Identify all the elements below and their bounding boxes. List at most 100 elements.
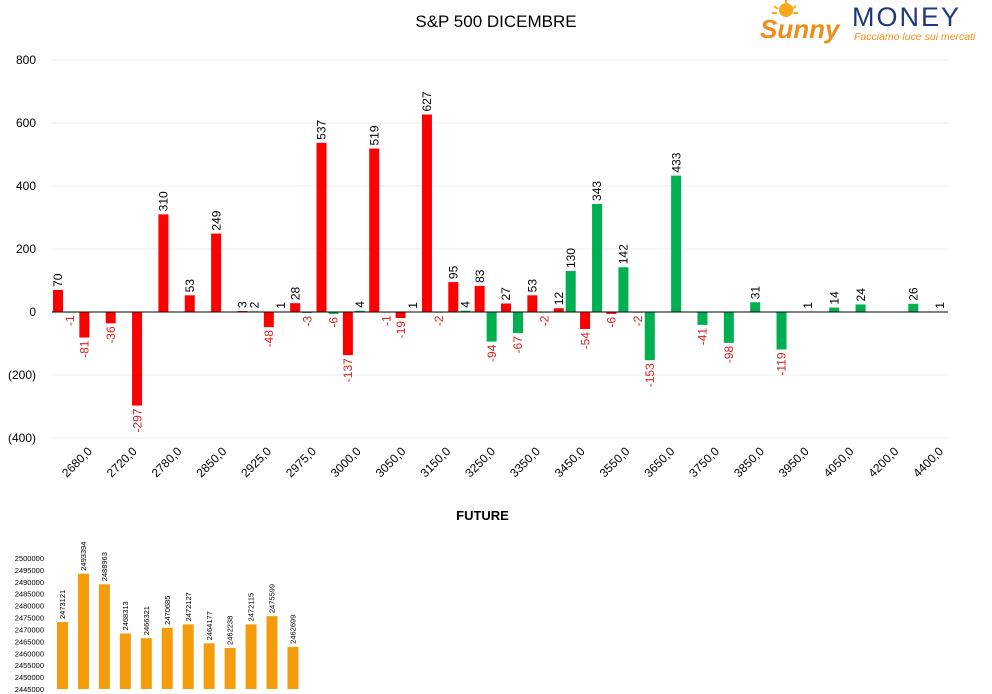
future-y-tick-label: 2465000 [15,637,44,646]
data-label: 26 [906,287,920,301]
y-tick-label: (400) [8,431,36,445]
future-bar [98,584,110,689]
data-label: 537 [315,119,329,139]
logo-money: MONEY [852,2,961,32]
red-bar [105,312,116,324]
red-bar [316,142,327,312]
data-label: -67 [511,336,525,354]
data-label: 1 [406,302,420,309]
future-y-tick-label: 2500000 [15,554,44,563]
x-tick-label: 4400,0 [910,444,946,480]
green-bar [565,271,576,312]
future-y-tick-label: 2460000 [15,649,44,658]
x-tick-label: 3250,0 [462,444,498,480]
x-tick-label: 3750,0 [686,444,722,480]
data-label: 142 [617,244,631,264]
x-tick-label: 3350,0 [507,444,543,480]
future-y-tick-label: 2445000 [15,685,44,694]
red-bar [421,114,432,313]
data-label: -36 [104,326,118,344]
future-data-label: 2466321 [142,606,151,635]
red-bar [395,312,406,318]
data-label: -41 [696,328,710,346]
green-bar [644,312,655,361]
data-label: -81 [78,340,92,358]
red-bar [53,289,63,312]
x-tick-label: 3450,0 [552,444,588,480]
green-bar [776,312,787,350]
data-label: -137 [341,358,355,382]
data-label: -6 [605,317,619,328]
red-bar [501,303,511,312]
x-tick-label: 3950,0 [776,444,812,480]
chart-title: S&P 500 DICEMBRE [415,12,577,31]
data-label: 24 [854,288,868,302]
data-label: -2 [432,315,446,326]
future-data-label: 2470685 [163,596,172,625]
x-tick-label: 2925,0 [238,444,274,480]
future-bar [57,622,68,689]
data-label: -54 [578,332,592,350]
green-bar [697,312,708,325]
future-y-tick-label: 2495000 [15,566,44,575]
data-label: 1 [274,302,288,309]
data-label: 310 [157,191,171,211]
future-chart: 2500000 2495000 2490000 2485000 2480000 24750… [15,542,299,694]
data-label: 4 [458,301,472,308]
future-y-tick-label: 2490000 [15,578,44,587]
data-label: 433 [669,152,683,172]
future-y-tick-label: 2480000 [15,602,44,611]
data-label: 27 [499,287,513,301]
data-label: -19 [394,321,408,339]
red-bar [158,214,169,312]
main-data-labels: 70-1-81-36-2973105324932-48128-3537-6-13… [51,91,947,432]
data-label: 519 [367,125,381,145]
y-tick-label: 800 [16,53,36,67]
green-bar [513,312,523,334]
y-tick-label: 600 [16,116,36,130]
data-label: -2 [538,315,552,326]
future-data-labels: 2473121 2493394 2488963 2468313 2466321 24706… [58,542,297,645]
data-label: 249 [209,210,223,230]
data-label: 95 [446,265,460,279]
x-tick-label: 3050,0 [373,444,409,480]
data-label: 130 [564,248,578,268]
future-bar [161,627,173,689]
green-bar [354,310,365,312]
data-label: 83 [473,269,487,283]
future-y-tick-label: 2455000 [15,661,44,670]
future-data-label: 2488963 [100,552,109,581]
data-label: 3 [236,301,250,308]
future-bar [224,647,236,689]
y-tick-label: 200 [16,242,36,256]
x-tick-label: 2850,0 [193,444,229,480]
future-data-label: 2493394 [79,542,88,571]
red-bar [184,295,195,312]
future-data-label: 2475599 [268,584,277,613]
data-label: 31 [748,286,762,300]
red-bar [211,233,222,312]
logo-tagline: Facciamo luce sui mercati [854,31,976,43]
x-tick-label: 4050,0 [821,444,857,480]
red-bar [342,312,353,356]
future-y-axis: 2500000 2495000 2490000 2485000 2480000 24750… [15,554,44,694]
future-data-label: 2472115 [247,593,256,622]
x-tick-label: 3550,0 [597,444,633,480]
future-bar [140,638,152,689]
future-data-label: 2473121 [58,590,67,619]
x-tick-label: 3150,0 [417,444,453,480]
red-bar [474,285,485,312]
future-bar [287,646,299,689]
future-y-tick-label: 2485000 [15,590,44,599]
x-tick-label: 2720,0 [104,444,140,480]
data-label: 14 [827,291,841,305]
logo-sunny: Sunny [760,14,841,44]
red-bar [606,312,617,314]
data-label: 627 [420,91,434,111]
future-y-tick-label: 2450000 [15,673,44,682]
green-bar [486,312,497,342]
data-label: 70 [51,273,65,287]
x-tick-label: 2975,0 [283,444,319,480]
main-bars [53,114,945,406]
